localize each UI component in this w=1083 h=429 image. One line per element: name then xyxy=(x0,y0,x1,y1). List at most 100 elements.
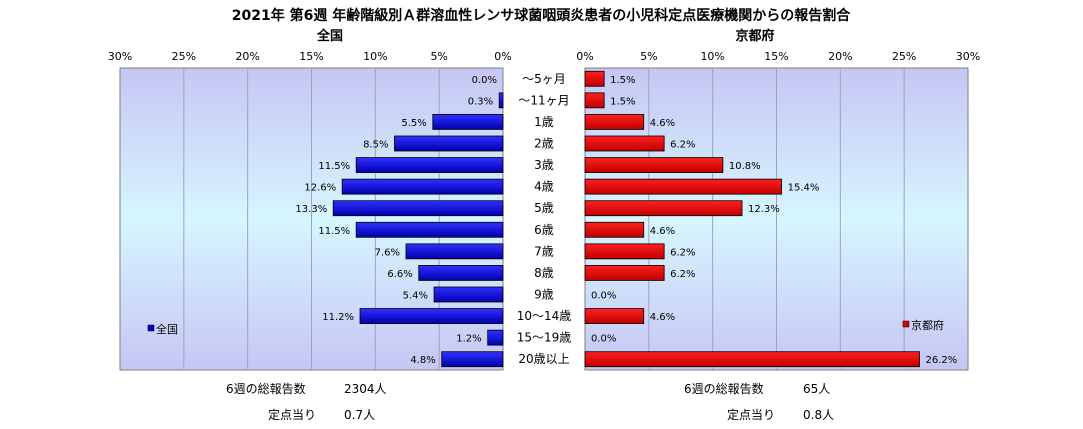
right-per-value: 0.8人 xyxy=(803,408,834,422)
data-label-kyoto: 1.5% xyxy=(610,75,635,86)
bar-kyoto xyxy=(584,221,645,238)
data-label-national: 5.5% xyxy=(401,118,426,129)
right-tick-label: 15% xyxy=(764,50,788,63)
right-tick-label: 20% xyxy=(828,50,852,63)
bar-kyoto xyxy=(584,200,743,217)
data-label-national: 13.3% xyxy=(295,204,327,215)
category-label: 5歳 xyxy=(534,201,554,215)
chart-title: 2021年 第6週 年齢階級別Ａ群溶血性レンサ球菌咽頭炎患者の小児科定点医療機関… xyxy=(232,7,851,24)
bar-kyoto xyxy=(584,92,605,109)
data-label-kyoto: 4.6% xyxy=(650,118,675,129)
bar-kyoto xyxy=(584,157,724,173)
left-panel-title: 全国 xyxy=(316,28,343,44)
right-per-label: 定点当り xyxy=(727,407,775,422)
data-label-national: 1.2% xyxy=(456,334,481,345)
bar-national xyxy=(332,200,504,217)
bar-national xyxy=(418,265,504,281)
data-label-kyoto: 0.0% xyxy=(591,334,616,345)
category-label: ～11ヶ月 xyxy=(518,93,569,107)
left-axis-ticks: 30% 25% 20% 15% 10% 5% 0% xyxy=(108,50,512,63)
right-total-label: 6週の総報告数 xyxy=(684,381,764,396)
data-label-kyoto: 6.2% xyxy=(670,140,695,151)
category-label: 10～14歳 xyxy=(517,309,572,323)
bar-national xyxy=(432,114,504,130)
left-tick-label: 0% xyxy=(494,50,511,63)
right-legend-label: 京都府 xyxy=(911,318,944,332)
right-tick-label: 5% xyxy=(640,50,657,63)
bar-national xyxy=(359,308,504,324)
bar-national xyxy=(341,178,504,195)
bar-national xyxy=(405,243,504,260)
data-label-national: 4.8% xyxy=(410,355,435,366)
category-label: 6歳 xyxy=(534,223,554,237)
category-label: 2歳 xyxy=(534,137,554,151)
right-gridlines xyxy=(648,68,905,370)
bar-kyoto xyxy=(584,308,645,324)
left-tick-label: 5% xyxy=(430,50,447,63)
bar-national xyxy=(355,157,504,173)
left-tick-label: 25% xyxy=(172,50,196,63)
data-label-kyoto: 15.4% xyxy=(788,183,820,194)
data-label-kyoto: 4.6% xyxy=(650,226,675,237)
data-label-national: 11.5% xyxy=(318,161,350,172)
right-tick-label: 30% xyxy=(956,50,980,63)
data-label-kyoto: 0.0% xyxy=(591,291,616,302)
category-label: 1歳 xyxy=(534,115,554,129)
left-tick-label: 10% xyxy=(363,50,387,63)
left-total-value: 2304人 xyxy=(344,382,387,396)
data-label-national: 7.6% xyxy=(375,247,400,258)
left-tick-label: 20% xyxy=(235,50,259,63)
bar-kyoto xyxy=(584,265,665,281)
data-label-national: 11.5% xyxy=(318,226,350,237)
bar-national xyxy=(441,351,504,368)
data-label-kyoto: 6.2% xyxy=(670,269,695,280)
bar-kyoto xyxy=(584,243,665,260)
category-label: 8歳 xyxy=(534,266,554,280)
right-tick-label: 0% xyxy=(576,50,593,63)
data-label-national: 5.4% xyxy=(403,291,428,302)
data-label-national: 8.5% xyxy=(363,140,388,151)
right-panel-title: 京都府 xyxy=(735,28,774,44)
category-label: 9歳 xyxy=(534,288,554,302)
category-label: ～5ヶ月 xyxy=(522,72,566,86)
left-tick-label: 30% xyxy=(108,50,132,63)
data-label-national: 0.3% xyxy=(468,96,493,107)
right-bars: 1.5% 1.5% 4.6% 6.2% 10.8% 15.4% 12.3% 4.6% 6.2% 6… xyxy=(584,70,957,368)
right-legend-swatch xyxy=(902,320,910,328)
right-total-value: 65人 xyxy=(803,382,830,396)
left-per-label: 定点当り xyxy=(268,407,316,422)
data-label-kyoto: 4.6% xyxy=(650,312,675,323)
bar-national xyxy=(394,135,504,152)
category-label: 20歳以上 xyxy=(518,352,569,366)
category-labels: ～5ヶ月 ～11ヶ月 1歳 2歳 3歳 4歳 5歳 6歳 7歳 8歳 9歳 10～14歳 15～19歳 2… xyxy=(517,72,572,366)
bar-national xyxy=(433,286,504,303)
left-bars: 0.0% 0.3% 5.5% 8.5% 11.5% 12.6% 13.3% 11.5% 7.6%… xyxy=(295,75,504,368)
data-label-national: 0.0% xyxy=(472,75,497,86)
data-label-national: 6.6% xyxy=(387,269,412,280)
category-label: 7歳 xyxy=(534,244,554,258)
bar-kyoto xyxy=(584,178,783,195)
left-legend-swatch xyxy=(147,324,155,332)
data-label-national: 12.6% xyxy=(304,183,336,194)
category-label: 3歳 xyxy=(534,158,554,172)
bar-kyoto xyxy=(584,70,605,87)
left-per-value: 0.7人 xyxy=(344,408,375,422)
right-tick-label: 10% xyxy=(700,50,724,63)
bar-national xyxy=(487,329,504,346)
bar-national xyxy=(355,221,504,238)
category-label: 4歳 xyxy=(534,180,554,194)
left-legend-label: 全国 xyxy=(156,322,178,336)
data-label-kyoto: 26.2% xyxy=(925,355,957,366)
bar-kyoto xyxy=(584,114,645,130)
bar-kyoto xyxy=(584,135,665,152)
right-axis-ticks: 0% 5% 10% 15% 20% 25% 30% xyxy=(576,50,980,63)
data-label-kyoto: 6.2% xyxy=(670,247,695,258)
left-total-label: 6週の総報告数 xyxy=(226,381,306,396)
data-label-national: 11.2% xyxy=(322,312,354,323)
bar-kyoto xyxy=(584,351,920,368)
right-tick-label: 25% xyxy=(892,50,916,63)
left-tick-label: 15% xyxy=(299,50,323,63)
data-label-kyoto: 12.3% xyxy=(748,204,780,215)
data-label-kyoto: 10.8% xyxy=(729,161,761,172)
